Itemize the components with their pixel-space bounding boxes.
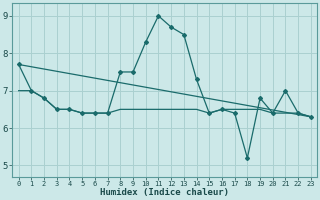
X-axis label: Humidex (Indice chaleur): Humidex (Indice chaleur) <box>100 188 229 197</box>
